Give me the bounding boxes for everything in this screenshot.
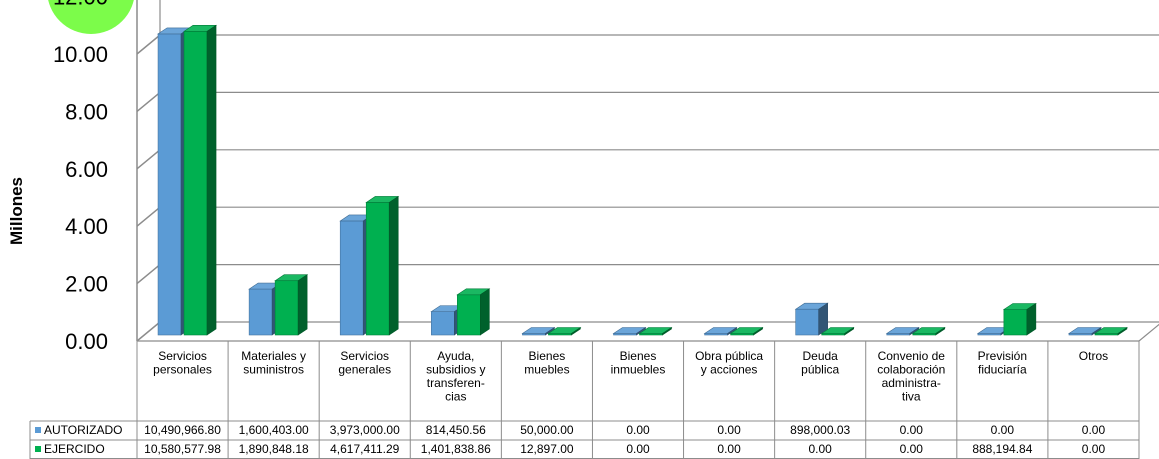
category-label: Convenio de colaboración administra-tiva: [877, 349, 945, 404]
bar-autorizado-5: [612, 326, 647, 336]
legend-label: AUTORIZADO: [44, 423, 122, 437]
y-tick-label: 12.00: [53, 0, 108, 10]
legend-swatch: [35, 446, 41, 452]
bar-ejercido-1: [274, 274, 309, 336]
bar-ejercido-4: [547, 326, 582, 336]
bar-ejercido-3: [456, 288, 491, 336]
bars: [157, 24, 1128, 336]
bar-ejercido-2: [365, 195, 400, 336]
data-label: 0.00: [1082, 442, 1106, 456]
data-label: 10,580,577.98: [144, 442, 221, 456]
data-label: 888,194.84: [972, 442, 1032, 456]
category-label: Ayuda, subsidios y transferen-cias: [426, 349, 485, 404]
data-label: 814,450.56: [426, 423, 486, 437]
bar-ejercido-0: [183, 24, 218, 336]
y-tick-label: 0.00: [65, 329, 108, 354]
data-label: 0.00: [626, 442, 650, 456]
bar-ejercido-7: [820, 326, 855, 336]
category-label: Otros: [1079, 349, 1108, 363]
category-label: Materiales y suministros: [241, 349, 306, 377]
legend-swatch: [35, 427, 41, 433]
category-label: Previsión fiduciaría: [978, 349, 1027, 377]
y-axis: 0.00 2.00 4.00 6.00 8.00 10.00 12.00: [53, 0, 108, 354]
green-circle-decoration: [48, 0, 134, 34]
category-label: Deuda pública: [801, 349, 839, 377]
data-label: 0.00: [809, 442, 833, 456]
y-tick-label: 6.00: [65, 157, 108, 182]
bar-autorizado-4: [521, 326, 556, 336]
data-label: 0.00: [717, 442, 741, 456]
bar-ejercido-9: [1002, 302, 1037, 336]
data-label: 4,617,411.29: [330, 442, 400, 456]
data-label: 1,600,403.00: [239, 423, 309, 437]
gridline-diag: [136, 34, 161, 55]
data-label: 1,890,848.18: [239, 442, 309, 456]
bar-autorizado-8: [885, 326, 920, 336]
y-tick-label: 8.00: [65, 99, 108, 124]
gridline-diag: [136, 149, 161, 170]
data-label: 12,897.00: [520, 442, 574, 456]
legend-label: EJERCIDO: [44, 442, 105, 456]
category-label: Obra pública y acciones: [695, 349, 763, 377]
bar-ejercido-10: [1093, 326, 1128, 336]
y-tick-label: 4.00: [65, 214, 108, 239]
y-tick-label: 2.00: [65, 272, 108, 297]
category-label: Servicios personales: [153, 349, 212, 377]
bar-ejercido-6: [729, 326, 764, 336]
data-label: 898,000.03: [790, 423, 850, 437]
data-label: 0.00: [626, 423, 650, 437]
bar-autorizado-7: [794, 302, 829, 336]
data-label: 1,401,838.86: [421, 442, 491, 456]
data-label: 0.00: [1082, 423, 1106, 437]
data-label: 0.00: [991, 423, 1015, 437]
data-label: 10,490,966.80: [144, 423, 221, 437]
category-label: Bienes inmuebles: [611, 349, 666, 377]
floor-right-edge: [1138, 323, 1159, 342]
gridline-diag: [136, 91, 161, 112]
bar-autorizado-1: [248, 282, 283, 336]
bar-ejercido-5: [638, 326, 673, 336]
gridline-diag: [136, 321, 161, 342]
data-label: 0.00: [900, 423, 924, 437]
gridline-diag: [136, 264, 161, 285]
category-label: Servicios generales: [338, 349, 391, 377]
data-label: 3,973,000.00: [330, 423, 400, 437]
bar-autorizado-6: [703, 326, 738, 336]
bar-autorizado-10: [1067, 326, 1102, 336]
gridline-diag: [136, 206, 161, 227]
y-tick-label: 10.00: [53, 42, 108, 67]
category-label: Bienes muebles: [524, 349, 569, 377]
data-table: Servicios personales Materiales y suministr…: [29, 341, 1140, 459]
bar-ejercido-8: [911, 326, 946, 336]
y-axis-title: Millones: [7, 177, 26, 245]
data-label: 0.00: [900, 442, 924, 456]
data-label: 50,000.00: [520, 423, 574, 437]
data-label: 0.00: [717, 423, 741, 437]
